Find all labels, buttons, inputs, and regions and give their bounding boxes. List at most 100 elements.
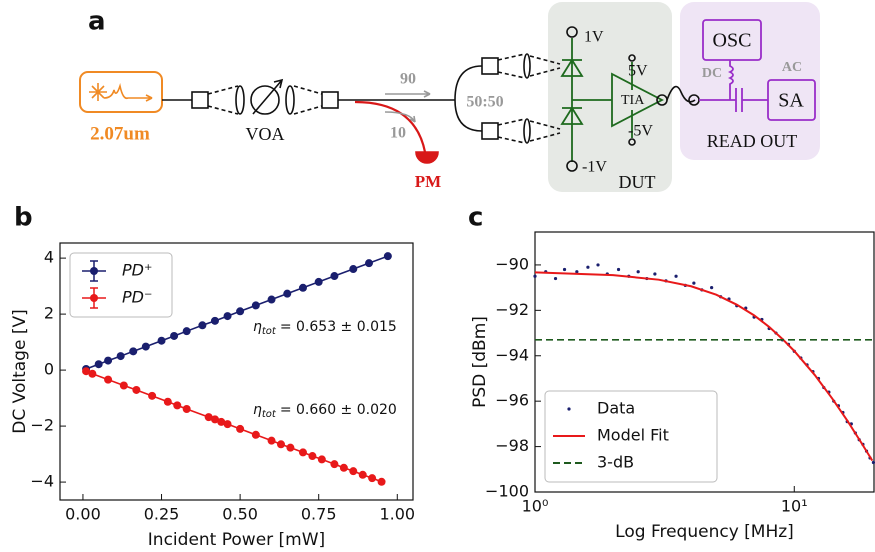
- dc-label: DC: [702, 66, 722, 81]
- collimator: [481, 122, 499, 140]
- tap-fiber: [354, 100, 427, 153]
- voa: [250, 85, 280, 115]
- osc-label: OSC: [713, 30, 752, 52]
- terminal: [566, 160, 578, 172]
- sa-box: [767, 79, 816, 121]
- legend-label: Data: [597, 399, 635, 418]
- supply-label: -5V: [628, 123, 653, 140]
- data-point: [210, 316, 219, 325]
- y-tick-label: −96: [495, 391, 529, 410]
- x-tick-label: 0.50: [222, 505, 258, 524]
- data-point: [182, 327, 191, 336]
- data-point: [223, 312, 232, 321]
- annotation-text: = 0.653 ± 0.015: [280, 319, 397, 335]
- legend-box: [544, 390, 718, 483]
- data-point: [198, 321, 207, 330]
- y-tick-label: 0: [44, 360, 54, 379]
- osc-box: [702, 19, 762, 61]
- data-point: [236, 307, 245, 316]
- splitter-label: 50:50: [466, 94, 503, 111]
- data-point: [562, 267, 567, 272]
- x-tick-label: 10⁰: [522, 497, 549, 516]
- collimator: [481, 57, 499, 75]
- data-point: [210, 415, 219, 424]
- arrow: [384, 111, 416, 123]
- data-point: [596, 263, 600, 267]
- data-point: [88, 369, 97, 378]
- x-tick-label: 0.25: [144, 505, 180, 524]
- data-point: [674, 274, 678, 278]
- x-tick-label: 10¹: [781, 497, 808, 516]
- legend-marker: [90, 294, 98, 302]
- data-point: [383, 252, 392, 261]
- splitter: [454, 65, 483, 132]
- voa-arrow: [252, 78, 284, 115]
- collimator: [191, 91, 209, 109]
- data-point: [710, 286, 714, 290]
- ac-label: AC: [782, 60, 802, 75]
- bias-label: -1V: [582, 159, 607, 176]
- data-point: [330, 460, 339, 469]
- lens: [523, 118, 531, 144]
- data-point: [116, 352, 125, 361]
- readout-label: READ OUT: [707, 131, 798, 151]
- data-point: [251, 430, 260, 439]
- legend-box: [69, 252, 173, 318]
- data-point: [358, 470, 367, 479]
- plot-frame: [534, 231, 875, 493]
- pm-label: PM: [415, 172, 441, 191]
- panel-label: a: [88, 7, 106, 37]
- supply-label: 5V: [628, 63, 648, 80]
- data-point: [148, 391, 157, 400]
- dut-box: [548, 2, 672, 192]
- data-point: [314, 277, 323, 286]
- data-point: [653, 272, 657, 276]
- y-tick-label: −2: [30, 416, 54, 435]
- y-tick-label: −4: [30, 472, 54, 491]
- laser-star: [89, 83, 107, 101]
- diagram: a 2.07um VOA PM 90 10 50:50 1V -1V 5V -5…: [79, 2, 820, 192]
- legend-label: Model Fit: [597, 426, 669, 445]
- cable: [666, 85, 696, 103]
- y-tick-label: −92: [495, 300, 529, 319]
- collimator: [321, 91, 339, 109]
- data-point: [236, 424, 245, 433]
- y-tick-label: 4: [44, 248, 54, 267]
- annotation: ηtot = 0.653 ± 0.015: [253, 319, 397, 337]
- legend-label: PD⁺: [122, 261, 152, 280]
- data-point: [283, 289, 292, 298]
- data-point: [223, 420, 232, 429]
- data-point: [692, 281, 696, 285]
- tia: [572, 62, 664, 138]
- data-point: [267, 295, 276, 304]
- source-label: 2.07um: [90, 123, 150, 144]
- x-tick-label: 0.00: [65, 505, 101, 524]
- terminal: [628, 54, 636, 62]
- data-point: [217, 417, 226, 426]
- x-axis-label: Log Frequency [MHz]: [615, 522, 794, 542]
- data-point: [368, 474, 377, 483]
- data-point: [163, 397, 172, 406]
- power-meter: [415, 151, 439, 164]
- annotation-subscript: tot: [262, 326, 277, 337]
- data-point: [267, 436, 276, 445]
- data-point: [871, 460, 875, 465]
- legend-label: PD⁻: [122, 288, 152, 307]
- data-point: [129, 347, 138, 356]
- legend-label: 3-dB: [597, 453, 634, 472]
- data-point: [586, 265, 590, 269]
- data-point: [298, 283, 307, 292]
- data-point: [317, 455, 326, 464]
- plot-frame: [59, 242, 414, 501]
- tap-label: 10: [390, 125, 406, 142]
- tia-label: TIA: [621, 93, 645, 108]
- bias-label: 1V: [584, 29, 604, 46]
- data-point: [349, 467, 358, 476]
- data-point: [82, 367, 91, 376]
- panel-label: b: [14, 203, 33, 233]
- data-point: [204, 413, 213, 422]
- sa-label: SA: [778, 90, 804, 112]
- data-point: [157, 336, 166, 345]
- data-point: [339, 463, 348, 472]
- data-point: [104, 356, 113, 365]
